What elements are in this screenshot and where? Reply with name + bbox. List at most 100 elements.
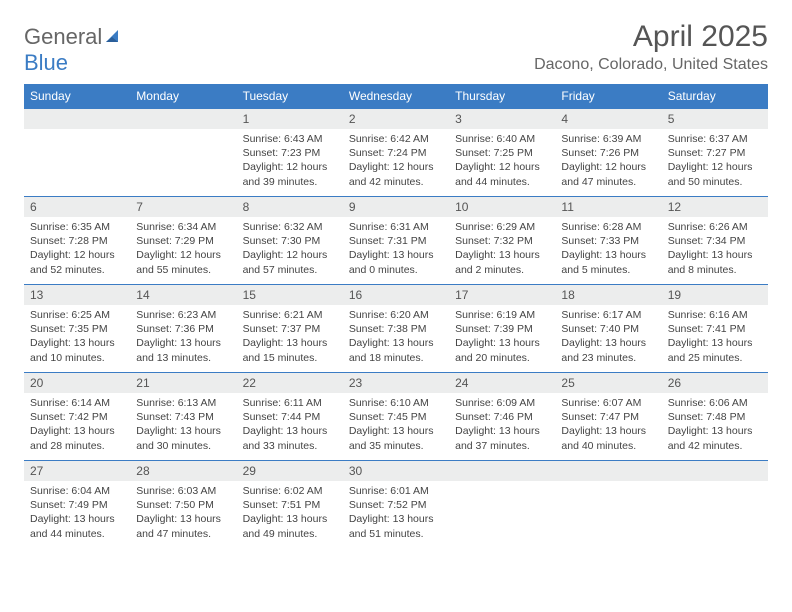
day-info bbox=[130, 129, 236, 179]
day-info: Sunrise: 6:20 AMSunset: 7:38 PMDaylight:… bbox=[343, 305, 449, 371]
calendar-day-cell: 9Sunrise: 6:31 AMSunset: 7:31 PMDaylight… bbox=[343, 196, 449, 284]
header: General Blue April 2025 Dacono, Colorado… bbox=[24, 20, 768, 76]
day-info: Sunrise: 6:23 AMSunset: 7:36 PMDaylight:… bbox=[130, 305, 236, 371]
day-info: Sunrise: 6:09 AMSunset: 7:46 PMDaylight:… bbox=[449, 393, 555, 459]
day-number bbox=[449, 460, 555, 481]
brand-part1: General bbox=[24, 24, 102, 49]
calendar-day-cell: 14Sunrise: 6:23 AMSunset: 7:36 PMDayligh… bbox=[130, 284, 236, 372]
weekday-header: Wednesday bbox=[343, 84, 449, 108]
calendar-day-cell: 25Sunrise: 6:07 AMSunset: 7:47 PMDayligh… bbox=[555, 372, 661, 460]
day-number: 16 bbox=[343, 284, 449, 305]
day-number: 28 bbox=[130, 460, 236, 481]
day-info: Sunrise: 6:39 AMSunset: 7:26 PMDaylight:… bbox=[555, 129, 661, 195]
calendar-week-row: 13Sunrise: 6:25 AMSunset: 7:35 PMDayligh… bbox=[24, 284, 768, 372]
calendar-empty-cell bbox=[555, 460, 661, 548]
calendar-day-cell: 21Sunrise: 6:13 AMSunset: 7:43 PMDayligh… bbox=[130, 372, 236, 460]
day-number: 6 bbox=[24, 196, 130, 217]
weekday-header-row: SundayMondayTuesdayWednesdayThursdayFrid… bbox=[24, 84, 768, 108]
calendar-day-cell: 8Sunrise: 6:32 AMSunset: 7:30 PMDaylight… bbox=[237, 196, 343, 284]
calendar-day-cell: 28Sunrise: 6:03 AMSunset: 7:50 PMDayligh… bbox=[130, 460, 236, 548]
day-info: Sunrise: 6:43 AMSunset: 7:23 PMDaylight:… bbox=[237, 129, 343, 195]
brand-logo: General Blue bbox=[24, 24, 122, 76]
calendar-day-cell: 13Sunrise: 6:25 AMSunset: 7:35 PMDayligh… bbox=[24, 284, 130, 372]
calendar-day-cell: 24Sunrise: 6:09 AMSunset: 7:46 PMDayligh… bbox=[449, 372, 555, 460]
weekday-header: Monday bbox=[130, 84, 236, 108]
day-info: Sunrise: 6:03 AMSunset: 7:50 PMDaylight:… bbox=[130, 481, 236, 547]
calendar-day-cell: 6Sunrise: 6:35 AMSunset: 7:28 PMDaylight… bbox=[24, 196, 130, 284]
day-number bbox=[662, 460, 768, 481]
day-number: 8 bbox=[237, 196, 343, 217]
day-number: 27 bbox=[24, 460, 130, 481]
day-info bbox=[555, 481, 661, 531]
day-info: Sunrise: 6:14 AMSunset: 7:42 PMDaylight:… bbox=[24, 393, 130, 459]
location-text: Dacono, Colorado, United States bbox=[534, 56, 768, 74]
weekday-header: Saturday bbox=[662, 84, 768, 108]
calendar-day-cell: 16Sunrise: 6:20 AMSunset: 7:38 PMDayligh… bbox=[343, 284, 449, 372]
day-info: Sunrise: 6:17 AMSunset: 7:40 PMDaylight:… bbox=[555, 305, 661, 371]
day-info: Sunrise: 6:07 AMSunset: 7:47 PMDaylight:… bbox=[555, 393, 661, 459]
month-title: April 2025 bbox=[534, 20, 768, 54]
day-number: 1 bbox=[237, 108, 343, 129]
calendar-day-cell: 11Sunrise: 6:28 AMSunset: 7:33 PMDayligh… bbox=[555, 196, 661, 284]
day-number bbox=[555, 460, 661, 481]
calendar-day-cell: 4Sunrise: 6:39 AMSunset: 7:26 PMDaylight… bbox=[555, 108, 661, 196]
day-number: 18 bbox=[555, 284, 661, 305]
calendar-day-cell: 27Sunrise: 6:04 AMSunset: 7:49 PMDayligh… bbox=[24, 460, 130, 548]
weekday-header: Sunday bbox=[24, 84, 130, 108]
day-number: 22 bbox=[237, 372, 343, 393]
day-number: 21 bbox=[130, 372, 236, 393]
day-info bbox=[662, 481, 768, 531]
calendar-day-cell: 15Sunrise: 6:21 AMSunset: 7:37 PMDayligh… bbox=[237, 284, 343, 372]
day-info: Sunrise: 6:16 AMSunset: 7:41 PMDaylight:… bbox=[662, 305, 768, 371]
calendar-empty-cell bbox=[130, 108, 236, 196]
day-info: Sunrise: 6:34 AMSunset: 7:29 PMDaylight:… bbox=[130, 217, 236, 283]
day-number: 20 bbox=[24, 372, 130, 393]
day-number: 25 bbox=[555, 372, 661, 393]
day-info bbox=[449, 481, 555, 531]
day-info: Sunrise: 6:10 AMSunset: 7:45 PMDaylight:… bbox=[343, 393, 449, 459]
day-number: 4 bbox=[555, 108, 661, 129]
day-info bbox=[24, 129, 130, 179]
calendar-day-cell: 19Sunrise: 6:16 AMSunset: 7:41 PMDayligh… bbox=[662, 284, 768, 372]
calendar-day-cell: 26Sunrise: 6:06 AMSunset: 7:48 PMDayligh… bbox=[662, 372, 768, 460]
day-number: 24 bbox=[449, 372, 555, 393]
weekday-header: Friday bbox=[555, 84, 661, 108]
day-info: Sunrise: 6:37 AMSunset: 7:27 PMDaylight:… bbox=[662, 129, 768, 195]
day-number: 7 bbox=[130, 196, 236, 217]
day-info: Sunrise: 6:32 AMSunset: 7:30 PMDaylight:… bbox=[237, 217, 343, 283]
day-info: Sunrise: 6:06 AMSunset: 7:48 PMDaylight:… bbox=[662, 393, 768, 459]
day-info: Sunrise: 6:25 AMSunset: 7:35 PMDaylight:… bbox=[24, 305, 130, 371]
calendar-empty-cell bbox=[449, 460, 555, 548]
calendar-day-cell: 2Sunrise: 6:42 AMSunset: 7:24 PMDaylight… bbox=[343, 108, 449, 196]
day-info: Sunrise: 6:21 AMSunset: 7:37 PMDaylight:… bbox=[237, 305, 343, 371]
day-number: 3 bbox=[449, 108, 555, 129]
calendar-day-cell: 22Sunrise: 6:11 AMSunset: 7:44 PMDayligh… bbox=[237, 372, 343, 460]
calendar-day-cell: 30Sunrise: 6:01 AMSunset: 7:52 PMDayligh… bbox=[343, 460, 449, 548]
day-info: Sunrise: 6:01 AMSunset: 7:52 PMDaylight:… bbox=[343, 481, 449, 547]
day-info: Sunrise: 6:13 AMSunset: 7:43 PMDaylight:… bbox=[130, 393, 236, 459]
day-number: 14 bbox=[130, 284, 236, 305]
day-number bbox=[130, 108, 236, 129]
day-info: Sunrise: 6:26 AMSunset: 7:34 PMDaylight:… bbox=[662, 217, 768, 283]
day-number: 23 bbox=[343, 372, 449, 393]
calendar-day-cell: 1Sunrise: 6:43 AMSunset: 7:23 PMDaylight… bbox=[237, 108, 343, 196]
calendar-week-row: 20Sunrise: 6:14 AMSunset: 7:42 PMDayligh… bbox=[24, 372, 768, 460]
brand-part2: Blue bbox=[24, 50, 68, 75]
day-info: Sunrise: 6:11 AMSunset: 7:44 PMDaylight:… bbox=[237, 393, 343, 459]
day-info: Sunrise: 6:19 AMSunset: 7:39 PMDaylight:… bbox=[449, 305, 555, 371]
day-info: Sunrise: 6:40 AMSunset: 7:25 PMDaylight:… bbox=[449, 129, 555, 195]
weekday-header: Tuesday bbox=[237, 84, 343, 108]
calendar-day-cell: 23Sunrise: 6:10 AMSunset: 7:45 PMDayligh… bbox=[343, 372, 449, 460]
day-info: Sunrise: 6:02 AMSunset: 7:51 PMDaylight:… bbox=[237, 481, 343, 547]
calendar-day-cell: 20Sunrise: 6:14 AMSunset: 7:42 PMDayligh… bbox=[24, 372, 130, 460]
day-number: 9 bbox=[343, 196, 449, 217]
day-info: Sunrise: 6:35 AMSunset: 7:28 PMDaylight:… bbox=[24, 217, 130, 283]
day-number: 11 bbox=[555, 196, 661, 217]
day-number: 13 bbox=[24, 284, 130, 305]
day-info: Sunrise: 6:28 AMSunset: 7:33 PMDaylight:… bbox=[555, 217, 661, 283]
day-info: Sunrise: 6:31 AMSunset: 7:31 PMDaylight:… bbox=[343, 217, 449, 283]
calendar-day-cell: 10Sunrise: 6:29 AMSunset: 7:32 PMDayligh… bbox=[449, 196, 555, 284]
calendar-week-row: 1Sunrise: 6:43 AMSunset: 7:23 PMDaylight… bbox=[24, 108, 768, 196]
calendar-empty-cell bbox=[662, 460, 768, 548]
day-number: 30 bbox=[343, 460, 449, 481]
